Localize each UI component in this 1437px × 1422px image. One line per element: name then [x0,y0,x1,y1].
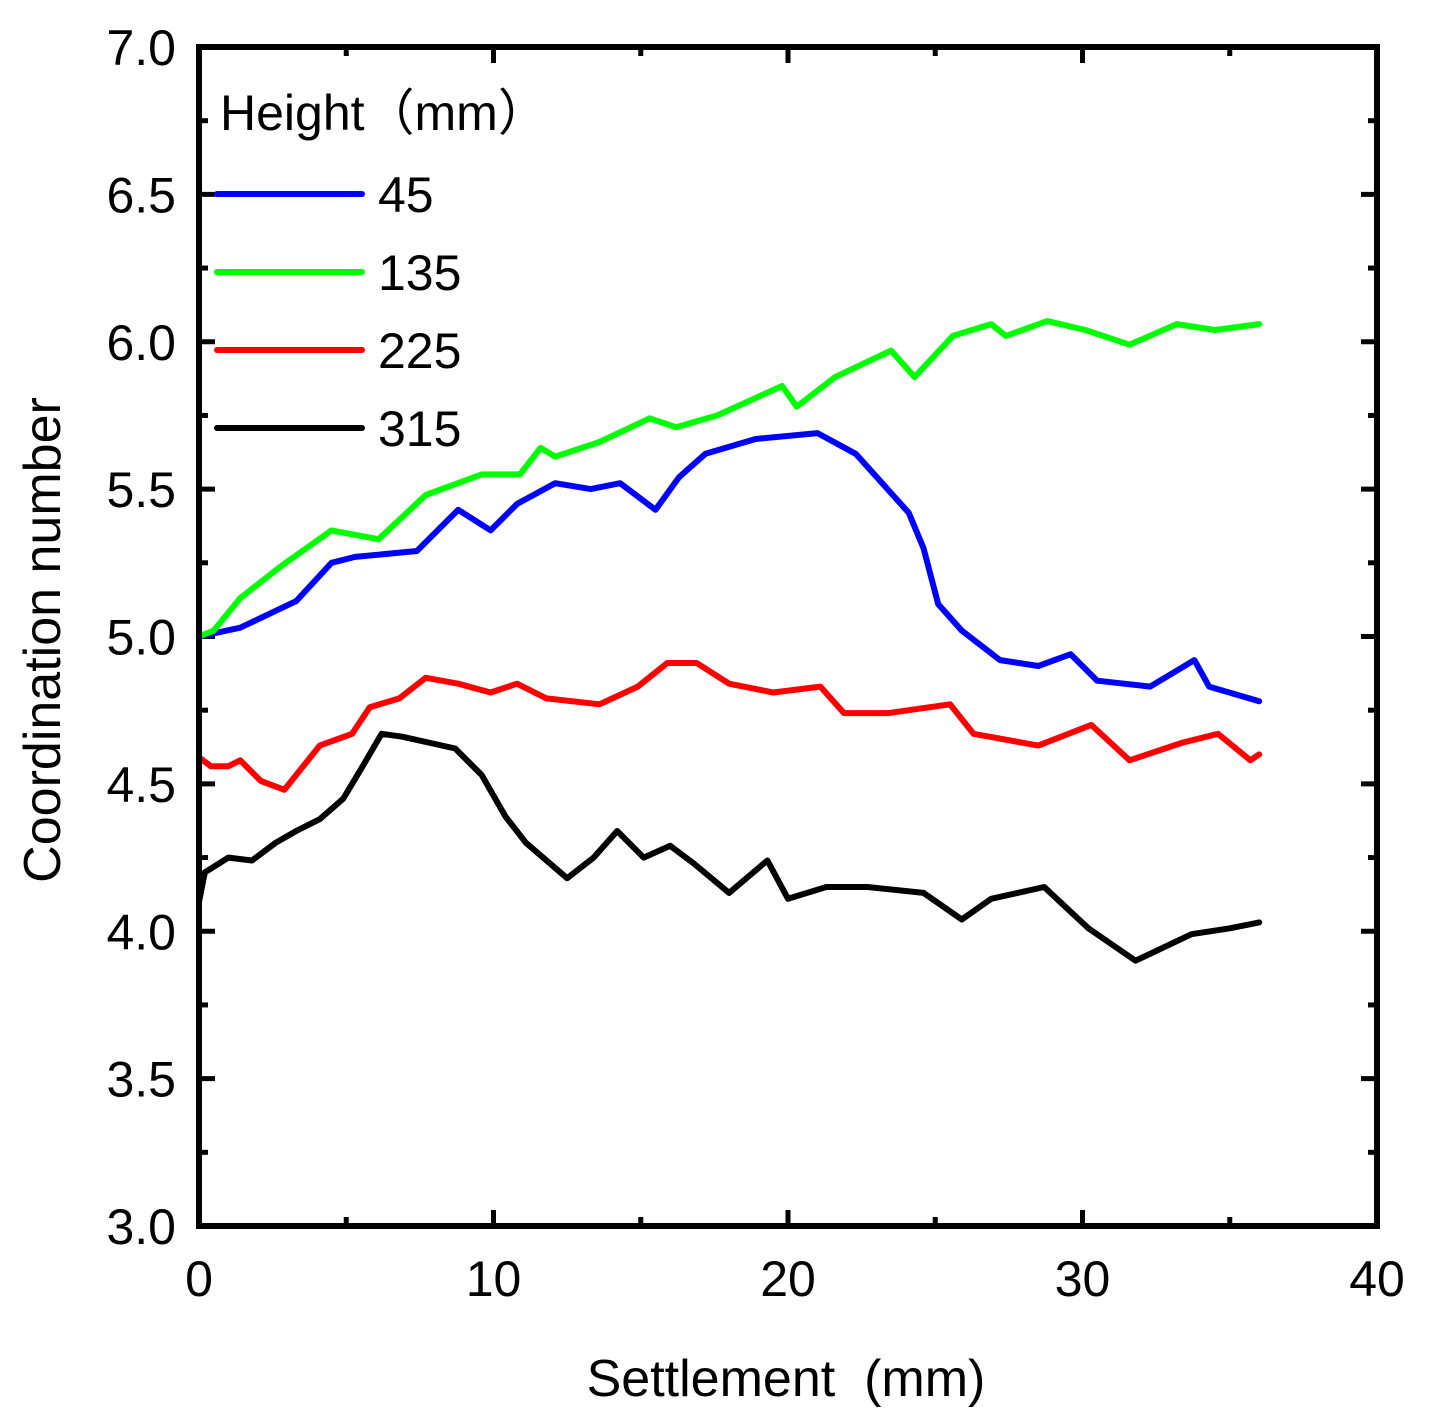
y-tick-label: 5.0 [106,610,176,666]
series-line-45 [196,430,1263,705]
x-tick-label: 30 [1055,1251,1111,1307]
y-tick-label: 3.0 [106,1199,176,1255]
legend-label-135: 135 [378,245,461,301]
y-tick-label: 7.0 [106,20,176,76]
x-tick-label: 20 [760,1251,816,1307]
series-line-225 [196,660,1263,793]
y-tick-label: 6.5 [106,167,176,223]
x-axis-title: Settlement (mm) [587,1350,986,1408]
x-tick-label: 40 [1349,1251,1405,1307]
legend-label-225: 225 [378,323,461,379]
series-line-315 [196,730,1263,964]
x-tick-label: 10 [466,1251,522,1307]
y-tick-label: 4.5 [106,757,176,813]
legend-label-315: 315 [378,401,461,457]
y-tick-label: 6.0 [106,315,176,371]
plot-frame [196,44,1380,1229]
legend: Height（mm） 45 135 225 315 [214,85,548,457]
x-tick-labels: 0 10 20 30 40 [185,1251,1405,1307]
x-tick-label: 0 [185,1251,213,1307]
series-line-135 [196,318,1263,640]
y-tick-labels: 3.0 3.5 4.0 4.5 5.0 5.5 6.0 6.5 7.0 [106,20,176,1255]
y-tick-label: 5.5 [106,462,176,518]
y-tick-label: 3.5 [106,1052,176,1108]
y-tick-label: 4.0 [106,904,176,960]
y-axis-title: Coordination number [14,397,72,883]
series-layer [196,318,1263,964]
legend-title: Height（mm） [220,85,548,141]
legend-label-45: 45 [378,167,434,223]
